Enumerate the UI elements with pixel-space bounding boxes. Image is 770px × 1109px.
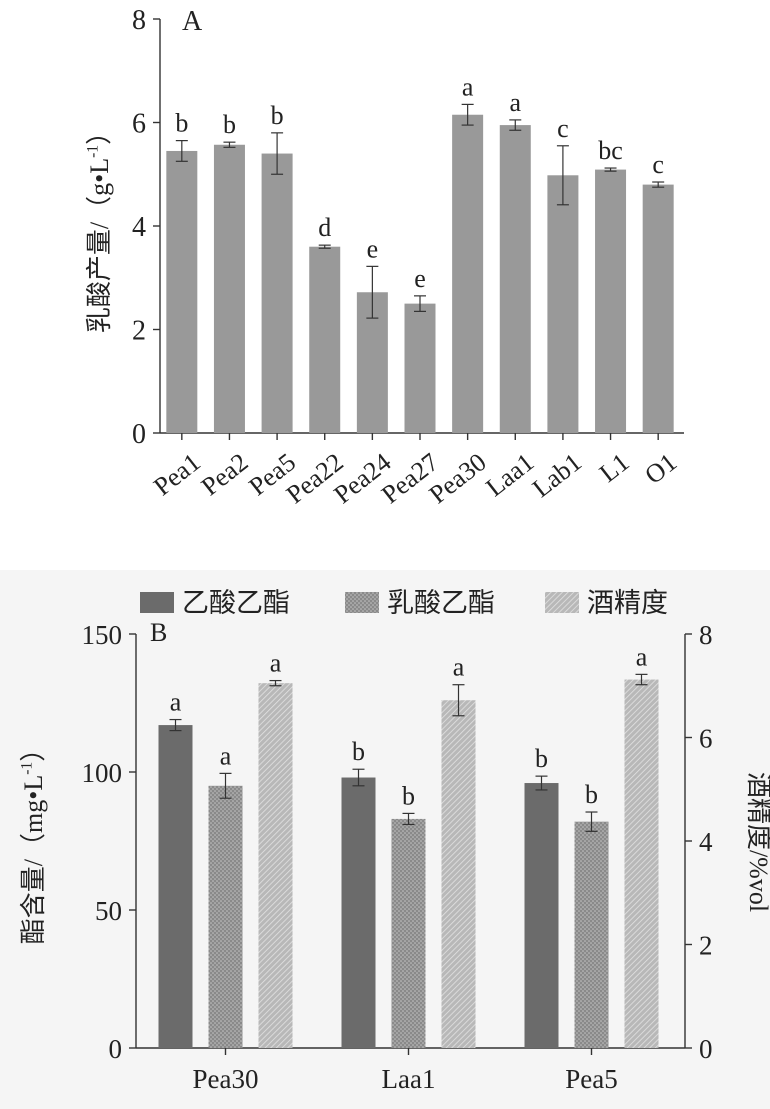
panel-a-bar	[499, 125, 531, 434]
panel-b-legend: 乙酸乙酯 乳酸乙酯 酒精度	[140, 588, 668, 618]
panel-a-bar	[547, 175, 579, 433]
panel-b-y-tick-label: 0	[109, 1034, 123, 1064]
panel-a-significance-letter: a	[462, 72, 474, 101]
panel-a-significance-letter: c	[652, 150, 664, 179]
panel-b-y-axis-title: 酯含量/（mg•L-1）	[19, 736, 48, 944]
panel-a-significance-letter: c	[557, 114, 569, 143]
panel-b-significance-letter: a	[270, 649, 282, 678]
panel-b-significance-letter: b	[585, 780, 598, 809]
panel-b-significance-letter: a	[453, 653, 465, 682]
panel-b-legend-label: 乙酸乙酯	[182, 588, 290, 618]
panel-b-bar	[391, 818, 426, 1048]
panel-b-right-y-tick-label: 2	[699, 931, 713, 961]
panel-b-significance-letter: b	[402, 781, 415, 810]
panel-b-x-tick-label: Pea5	[565, 1064, 617, 1094]
panel-b-x-tick-label: Laa1	[382, 1064, 436, 1094]
panel-b-legend-swatch	[140, 592, 174, 613]
panel-a-y-axis-title: 乳酸产量/（g•L-1）	[85, 119, 114, 333]
panel-a-bar	[261, 153, 293, 434]
panel-b-label: B	[150, 618, 167, 647]
panel-b-y-tick-label: 50	[95, 896, 122, 926]
panel-a-bar	[642, 184, 674, 433]
panel-a-x-tick-label: O1	[639, 447, 682, 489]
panel-b-significance-letter: b	[352, 737, 365, 766]
panel-b-bar	[258, 683, 293, 1048]
panel-b-significance-letter: a	[220, 741, 232, 770]
panel-a-x-tick-label: Pea2	[196, 447, 254, 501]
panel-b-chart: B 酯含量/（mg•L-1） 酒精度/%vol 乙酸乙酯 乳酸乙酯 酒精度 0 50 1…	[19, 588, 770, 1094]
panel-b-bar	[574, 821, 609, 1048]
panel-b-bar	[624, 679, 659, 1048]
panel-a-x-tick-label: L1	[594, 447, 635, 488]
panel-a-significance-letter: b	[271, 101, 284, 130]
panel-a-y-tick-label: 8	[132, 5, 146, 36]
panel-a-y-tick-label: 0	[132, 419, 146, 450]
panel-b-legend-label: 乳酸乙酯	[387, 588, 495, 618]
panel-b-right-y-tick-label: 8	[699, 620, 713, 650]
panel-a-significance-letter: d	[318, 213, 331, 242]
panel-a-bar	[309, 246, 341, 433]
panel-a-bar	[452, 114, 484, 434]
panel-b-bar	[341, 777, 376, 1048]
panel-b-y-tick-label: 150	[82, 620, 123, 650]
panel-a-x-tick-label: Laa1	[480, 447, 539, 502]
panel-b-bar	[208, 785, 243, 1048]
panel-b-legend-swatch	[545, 592, 579, 613]
panel-a-significance-letter: a	[509, 88, 521, 117]
panel-b-right-y-tick-label: 4	[699, 827, 713, 857]
panel-a-chart: A 乳酸产量/（g•L-1） 02468bPea1bPea2bPea5dPea2…	[85, 5, 684, 509]
panel-a-y-tick-label: 2	[132, 316, 146, 347]
panel-b-legend-label: 酒精度	[587, 588, 668, 618]
panel-b-y-tick-label: 100	[82, 758, 123, 788]
panel-a-bar	[595, 169, 627, 433]
panel-b-bar	[158, 725, 193, 1048]
panel-b-right-y-tick-label: 6	[699, 724, 713, 754]
panel-b-bar	[441, 700, 476, 1048]
panel-a-y-tick-label: 6	[132, 109, 146, 140]
panel-a-significance-letter: b	[175, 109, 188, 138]
panel-a-significance-letter: bc	[598, 136, 623, 165]
panel-b-significance-letter: a	[170, 688, 182, 717]
panel-a-y-tick-label: 4	[132, 212, 146, 243]
panel-a-significance-letter: e	[414, 264, 426, 293]
panel-a-bar	[213, 144, 245, 433]
panel-a-x-tick-label: Pea1	[148, 447, 206, 501]
panel-a-bar	[404, 303, 436, 433]
panel-b-bar	[524, 783, 559, 1048]
panel-b-legend-swatch	[345, 592, 379, 613]
panel-a-x-tick-label: Lab1	[527, 447, 587, 503]
panel-b-right-y-axis-title: 酒精度/%vol	[744, 772, 770, 912]
panel-b-right-y-tick-label: 0	[699, 1034, 713, 1064]
panel-a-significance-letter: b	[223, 110, 236, 139]
panel-a-significance-letter: e	[367, 234, 379, 263]
panel-b-x-tick-label: Pea30	[193, 1064, 259, 1094]
panel-a-bar	[166, 150, 198, 433]
panel-b-significance-letter: a	[636, 642, 648, 671]
panel-a-label: A	[182, 6, 203, 37]
panel-b-significance-letter: b	[535, 744, 548, 773]
